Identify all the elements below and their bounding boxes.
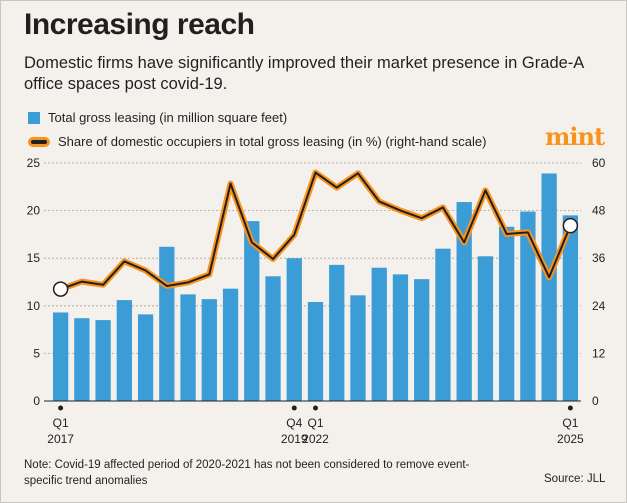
bar [159,246,175,401]
x-tick-dot [291,405,297,411]
bar [350,295,366,401]
y-right-tick-label: 60 [592,156,606,170]
x-tick-dot [567,405,573,411]
y-left-tick-label: 20 [27,204,41,218]
x-tick-label-top: Q4 [286,416,302,430]
y-left-tick-label: 0 [33,394,40,408]
bar [520,211,536,401]
bar [477,256,494,401]
x-tick-label-bottom: 2022 [302,432,329,446]
mint-logo: mint [545,122,605,151]
bar [286,258,302,401]
bar [414,279,430,401]
x-tick-label-bottom: 2017 [47,432,74,446]
highlight-point [52,281,69,297]
bar [541,173,557,401]
chart-title: Increasing reach [24,8,255,41]
y-left-tick-label: 15 [27,251,41,265]
share-line-outer [57,169,574,293]
legend-line-swatch [28,136,50,147]
bar [201,299,217,401]
y-left-tick-label: 5 [33,346,40,360]
bar [74,318,90,401]
legend-bar-swatch [28,111,40,124]
y-right-tick-label: 0 [592,394,599,408]
highlight-point [562,217,579,234]
bar [222,288,239,401]
y-right-tick-label: 24 [592,299,606,313]
x-tick-label-top: Q1 [53,416,69,430]
bar [137,314,154,401]
chart-note: Note: Covid-19 affected period of 2020-2… [24,459,470,487]
bar [95,320,111,401]
bar [244,221,260,401]
bar [371,267,387,401]
y-left-tick-label: 25 [27,156,41,170]
x-tick-label-top: Q1 [562,416,578,430]
share-line-core [59,171,572,291]
bar [52,312,69,401]
bar [562,215,579,401]
bar [435,248,451,401]
chart-source: Source: JLL [544,473,606,485]
bar [307,301,324,401]
y-right-tick-label: 36 [592,251,606,265]
bar [456,202,472,401]
y-right-tick-label: 48 [592,204,606,218]
x-tick-dot [58,405,64,411]
legend-item-line: Share of domestic occupiers in total gro… [28,134,486,149]
x-tick-label-top: Q1 [307,416,323,430]
bar [329,264,345,401]
chart-subtitle: Domestic firms have significantly improv… [24,54,584,93]
bar [116,300,132,401]
bar [499,226,515,401]
legend-line-label: Share of domestic occupiers in total gro… [58,134,487,149]
x-tick-label-bottom: 2019 [281,432,308,446]
y-left-tick-label: 10 [27,299,41,313]
legend-bar-label: Total gross leasing (in million square f… [48,110,288,125]
bar [180,294,196,401]
x-tick-label-bottom: 2025 [557,432,584,446]
y-right-tick-label: 12 [592,346,606,360]
bar [392,274,409,401]
legend-item-bar: Total gross leasing (in million square f… [28,110,287,125]
x-tick-dot [313,405,318,411]
bar [265,276,281,401]
